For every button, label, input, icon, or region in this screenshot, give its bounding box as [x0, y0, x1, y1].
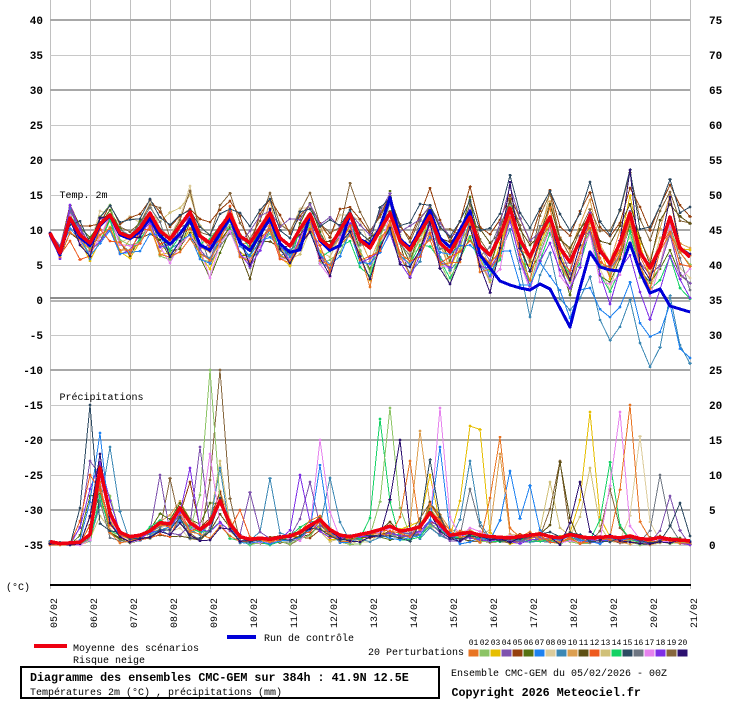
- svg-text:17/02: 17/02: [529, 598, 541, 628]
- svg-text:70: 70: [709, 51, 722, 63]
- svg-text:40: 40: [709, 261, 722, 273]
- svg-text:03: 03: [491, 639, 501, 648]
- svg-text:10: 10: [568, 639, 578, 648]
- svg-text:11: 11: [579, 639, 589, 648]
- svg-text:20: 20: [709, 401, 722, 413]
- svg-text:11/02: 11/02: [289, 598, 301, 628]
- svg-text:65: 65: [709, 86, 723, 98]
- svg-text:45: 45: [709, 226, 723, 238]
- svg-text:Temp. 2m: Temp. 2m: [60, 191, 108, 202]
- svg-text:06: 06: [524, 639, 534, 648]
- svg-text:Températures 2m (°C) , précipi: Températures 2m (°C) , précipitations (m…: [30, 687, 282, 699]
- svg-text:-30: -30: [23, 506, 43, 518]
- svg-text:-35: -35: [23, 541, 43, 553]
- svg-text:19: 19: [667, 639, 677, 648]
- svg-text:09: 09: [557, 639, 567, 648]
- svg-text:50: 50: [709, 191, 722, 203]
- svg-text:-5: -5: [30, 331, 44, 343]
- svg-text:20 Perturbations: 20 Perturbations: [368, 647, 464, 659]
- svg-text:30: 30: [709, 331, 722, 343]
- svg-text:17: 17: [645, 639, 655, 648]
- svg-text:13/02: 13/02: [369, 598, 381, 628]
- svg-text:09/02: 09/02: [209, 598, 221, 628]
- svg-text:30: 30: [30, 86, 43, 98]
- svg-text:12: 12: [590, 639, 600, 648]
- svg-text:14: 14: [612, 639, 622, 648]
- svg-text:14/02: 14/02: [409, 598, 421, 628]
- svg-text:10/02: 10/02: [249, 598, 261, 628]
- svg-text:-20: -20: [23, 436, 43, 448]
- svg-text:75: 75: [709, 16, 723, 28]
- svg-text:16: 16: [634, 639, 644, 648]
- svg-text:25: 25: [709, 366, 723, 378]
- svg-text:12/02: 12/02: [329, 598, 341, 628]
- svg-text:20: 20: [30, 156, 43, 168]
- svg-text:Copyright 2026 Meteociel.fr: Copyright 2026 Meteociel.fr: [452, 686, 641, 700]
- svg-text:08: 08: [546, 639, 556, 648]
- svg-text:15/02: 15/02: [449, 598, 461, 628]
- svg-text:Moyenne des scénarios: Moyenne des scénarios: [73, 643, 199, 655]
- svg-text:(°C): (°C): [6, 582, 30, 594]
- svg-text:05: 05: [513, 639, 523, 648]
- svg-text:18: 18: [656, 639, 666, 648]
- svg-text:Précipitations: Précipitations: [60, 392, 144, 404]
- svg-text:0: 0: [36, 296, 43, 308]
- svg-text:15: 15: [30, 191, 44, 203]
- svg-text:-25: -25: [23, 471, 43, 483]
- svg-text:35: 35: [709, 296, 723, 308]
- svg-text:0: 0: [709, 541, 716, 553]
- svg-text:15: 15: [623, 639, 633, 648]
- svg-text:01: 01: [469, 639, 479, 648]
- svg-text:55: 55: [709, 156, 723, 168]
- svg-text:40: 40: [30, 16, 43, 28]
- svg-text:5: 5: [709, 506, 716, 518]
- svg-text:08/02: 08/02: [169, 598, 181, 628]
- svg-text:20: 20: [678, 639, 688, 648]
- svg-text:06/02: 06/02: [89, 598, 101, 628]
- svg-text:10: 10: [30, 226, 43, 238]
- svg-text:25: 25: [30, 121, 44, 133]
- svg-text:Ensemble CMC-GEM du 05/02/2026: Ensemble CMC-GEM du 05/02/2026 - 00Z: [451, 668, 667, 680]
- svg-text:18/02: 18/02: [569, 598, 581, 628]
- svg-text:Run de contrôle: Run de contrôle: [264, 633, 354, 645]
- svg-text:16/02: 16/02: [489, 598, 501, 628]
- svg-text:Risque neige: Risque neige: [73, 655, 145, 667]
- svg-text:02: 02: [480, 639, 490, 648]
- svg-text:21/02: 21/02: [689, 598, 701, 628]
- svg-text:13: 13: [601, 639, 611, 648]
- svg-text:15: 15: [709, 436, 723, 448]
- svg-text:07: 07: [535, 639, 545, 648]
- svg-text:19/02: 19/02: [609, 598, 621, 628]
- svg-text:04: 04: [502, 639, 512, 648]
- svg-text:Diagramme des ensembles CMC-GE: Diagramme des ensembles CMC-GEM sur 384h…: [30, 671, 409, 685]
- svg-text:5: 5: [36, 261, 43, 273]
- svg-text:60: 60: [709, 121, 722, 133]
- svg-text:-10: -10: [23, 366, 43, 378]
- svg-text:10: 10: [709, 471, 722, 483]
- svg-text:20/02: 20/02: [649, 598, 661, 628]
- svg-text:05/02: 05/02: [49, 598, 61, 628]
- svg-text:07/02: 07/02: [129, 598, 141, 628]
- svg-text:-15: -15: [23, 401, 43, 413]
- svg-text:35: 35: [30, 51, 44, 63]
